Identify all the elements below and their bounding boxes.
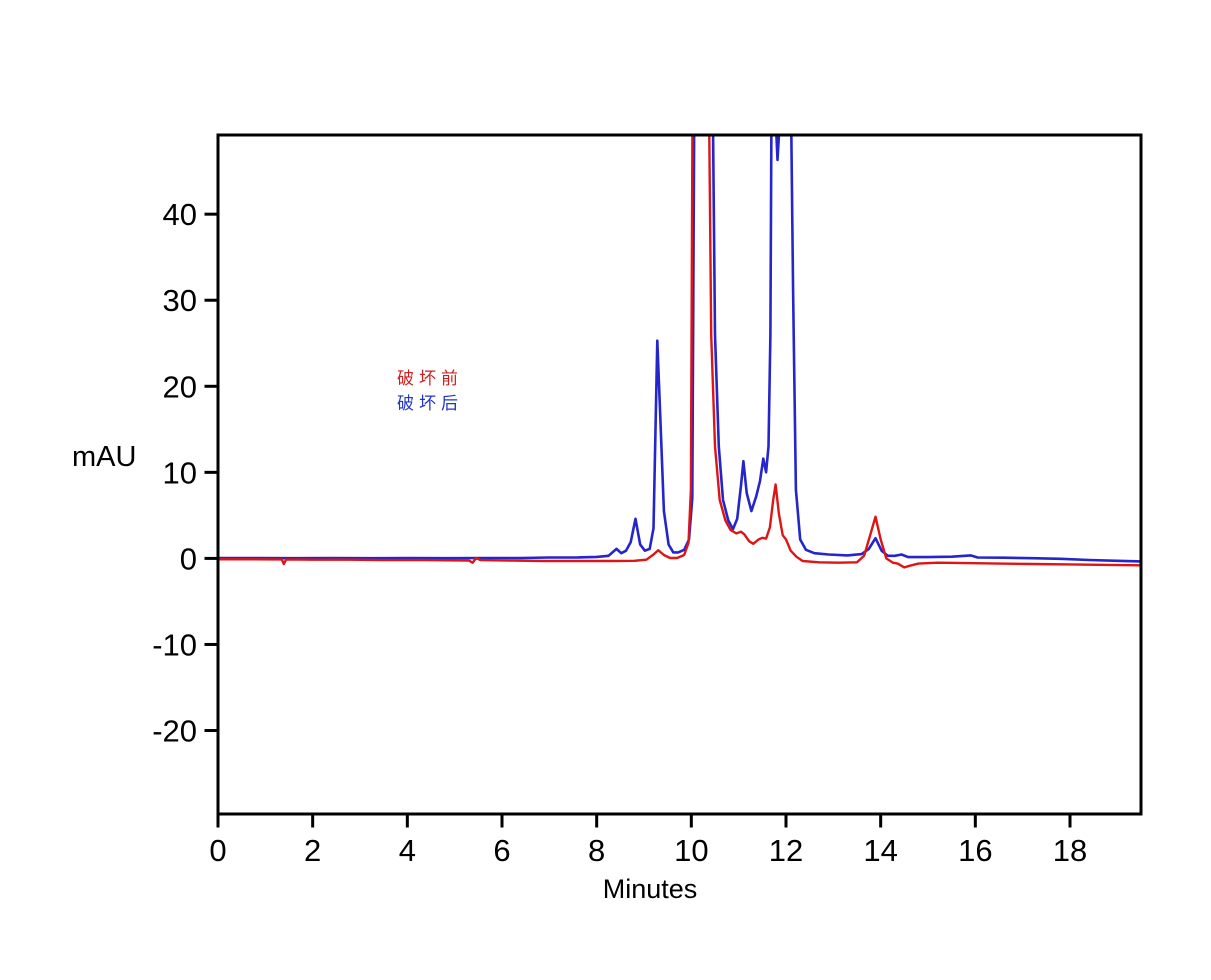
y-tick-label: 40	[163, 197, 197, 232]
y-tick-label: -20	[152, 714, 197, 749]
legend-item-pre-degradation: 破坏前	[397, 369, 463, 388]
x-tick-label: 6	[493, 833, 510, 868]
x-axis-label: Minutes	[602, 874, 698, 904]
legend-item-post-degradation: 破坏后	[397, 394, 463, 413]
x-tick-label: 18	[1053, 833, 1087, 868]
x-tick-label: 16	[958, 833, 992, 868]
y-axis-label: mAU	[72, 441, 137, 473]
x-tick-label: 14	[863, 833, 897, 868]
y-tick-label: 30	[163, 283, 197, 318]
y-tick-label: 10	[163, 455, 197, 490]
x-tick-label: 8	[588, 833, 605, 868]
legend: 破坏前 破坏后	[397, 366, 463, 416]
x-tick-label: 2	[304, 833, 321, 868]
x-tick-label: 10	[674, 833, 708, 868]
series-line-post-degradation	[216, 133, 1143, 563]
x-tick-label: 12	[769, 833, 803, 868]
x-tick-label: 0	[209, 833, 226, 868]
y-tick-label: -10	[152, 627, 197, 662]
y-tick-label: 20	[163, 369, 197, 404]
plot-border	[216, 133, 1143, 816]
series-line-pre-degradation	[216, 133, 1143, 569]
x-tick-label: 4	[399, 833, 416, 868]
y-tick-label: 0	[180, 541, 197, 576]
